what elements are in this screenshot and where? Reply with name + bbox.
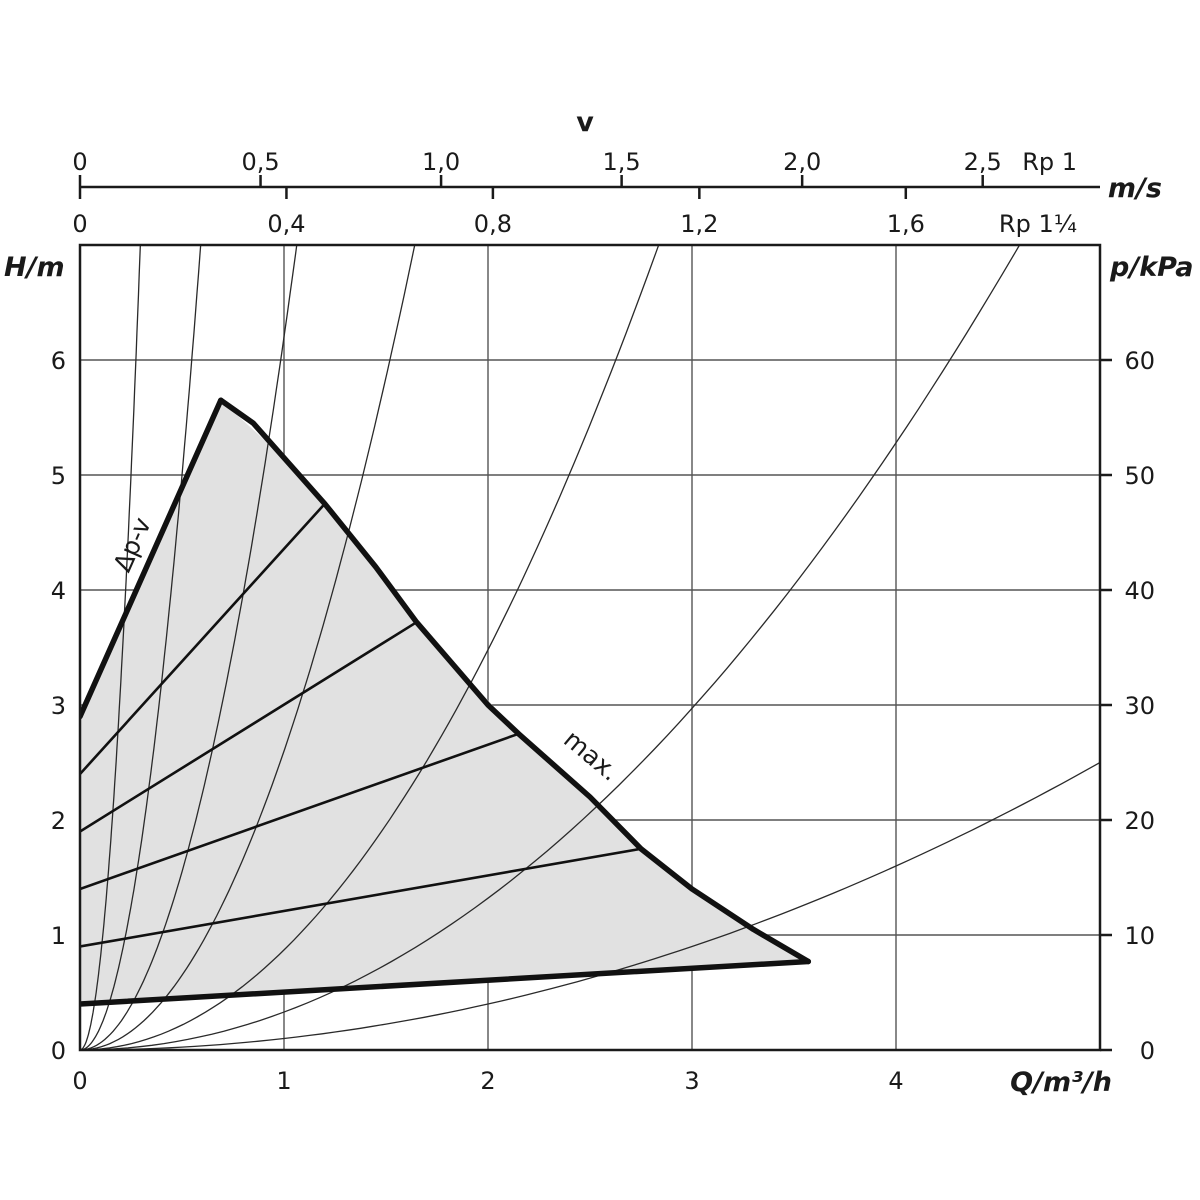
y2-tick-label: 50 (1124, 462, 1155, 490)
system-curve (80, 245, 141, 1050)
x-axis-title: Q/m³/h (1010, 1067, 1112, 1098)
plot-frame (78, 243, 1102, 1052)
system-curve (80, 245, 416, 1050)
operating-envelope (80, 400, 809, 1004)
velocity-unit-label: m/s (1108, 173, 1162, 204)
max-curve (218, 397, 812, 965)
envelope-fill (80, 400, 809, 1004)
velocity-tick-label-rp1: 0,5 (241, 148, 279, 176)
x-tick-label: 4 (888, 1067, 903, 1095)
velocity-tick-label-rp1-1-4: 0,4 (267, 210, 305, 238)
system-curve (80, 245, 202, 1050)
velocity-tick-label-rp1-1-4: 1,2 (680, 210, 718, 238)
velocity-tick-label-rp1: 2,5 (964, 148, 1002, 176)
y-tick-label: 1 (51, 922, 66, 950)
y2-tick-label: 40 (1124, 577, 1155, 605)
velocity-tick-label-rp1: 1,0 (422, 148, 460, 176)
y-tick-label: 2 (51, 807, 66, 835)
y-tick-label: 4 (51, 577, 66, 605)
system-curve (80, 761, 1100, 1050)
control-line (80, 847, 643, 948)
velocity-tick-label-rp1: 1,5 (603, 148, 641, 176)
system-curve (80, 245, 660, 1050)
velocity-axis-title: v (576, 107, 594, 138)
y2-axis-title: p/kPa (1109, 252, 1193, 283)
y2-tick-label: 30 (1124, 692, 1155, 720)
velocity-tick-label-rp1-1-4: 0 (72, 210, 87, 238)
control-line (80, 732, 520, 891)
x-tick-label: 2 (480, 1067, 495, 1095)
x-tick-label: 3 (684, 1067, 699, 1095)
control-curves (80, 397, 812, 1007)
velocity-axis-ticks: 0 0,5 1,0 1,5 2,0 2,5 0 0,4 0,8 1,2 1,6 (72, 148, 1001, 238)
y-tick-label: 6 (51, 347, 66, 375)
velocity-tick-label-rp1: 2,0 (783, 148, 821, 176)
velocity-tick-label-rp1-1-4: 0,8 (474, 210, 512, 238)
y2-tick-label: 10 (1124, 922, 1155, 950)
velocity-tick-label-rp1: 0 (72, 148, 87, 176)
y-axis-ticks: 0 1 2 3 4 5 6 (51, 347, 66, 1065)
dp-v-curve (80, 397, 224, 720)
min-curve (80, 958, 812, 1007)
y-tick-label: 3 (51, 692, 66, 720)
velocity-tick-label-rp1-1-4: 1,6 (887, 210, 925, 238)
y-axis-title: H/m (4, 252, 65, 283)
control-line (80, 620, 418, 833)
y-tick-label: 5 (51, 462, 66, 490)
y-tick-label: 0 (51, 1037, 66, 1065)
y2-tick-label: 0 (1140, 1037, 1155, 1065)
x-axis-ticks: 0 1 2 3 4 (72, 1067, 903, 1095)
system-curve (80, 245, 1021, 1050)
control-line (80, 502, 327, 776)
x-tick-label: 1 (276, 1067, 291, 1095)
y2-tick-label: 20 (1124, 807, 1155, 835)
system-curves (80, 245, 1100, 1050)
system-curve (80, 245, 298, 1050)
y2-tick-label: 60 (1124, 347, 1155, 375)
pipe-label-rp1-1-4: Rp 1¼ (999, 210, 1077, 238)
y2-axis-ticks: 0 10 20 30 40 50 60 (1100, 347, 1155, 1065)
x-tick-label: 0 (72, 1067, 87, 1095)
pipe-label-rp1: Rp 1 (1022, 148, 1077, 176)
